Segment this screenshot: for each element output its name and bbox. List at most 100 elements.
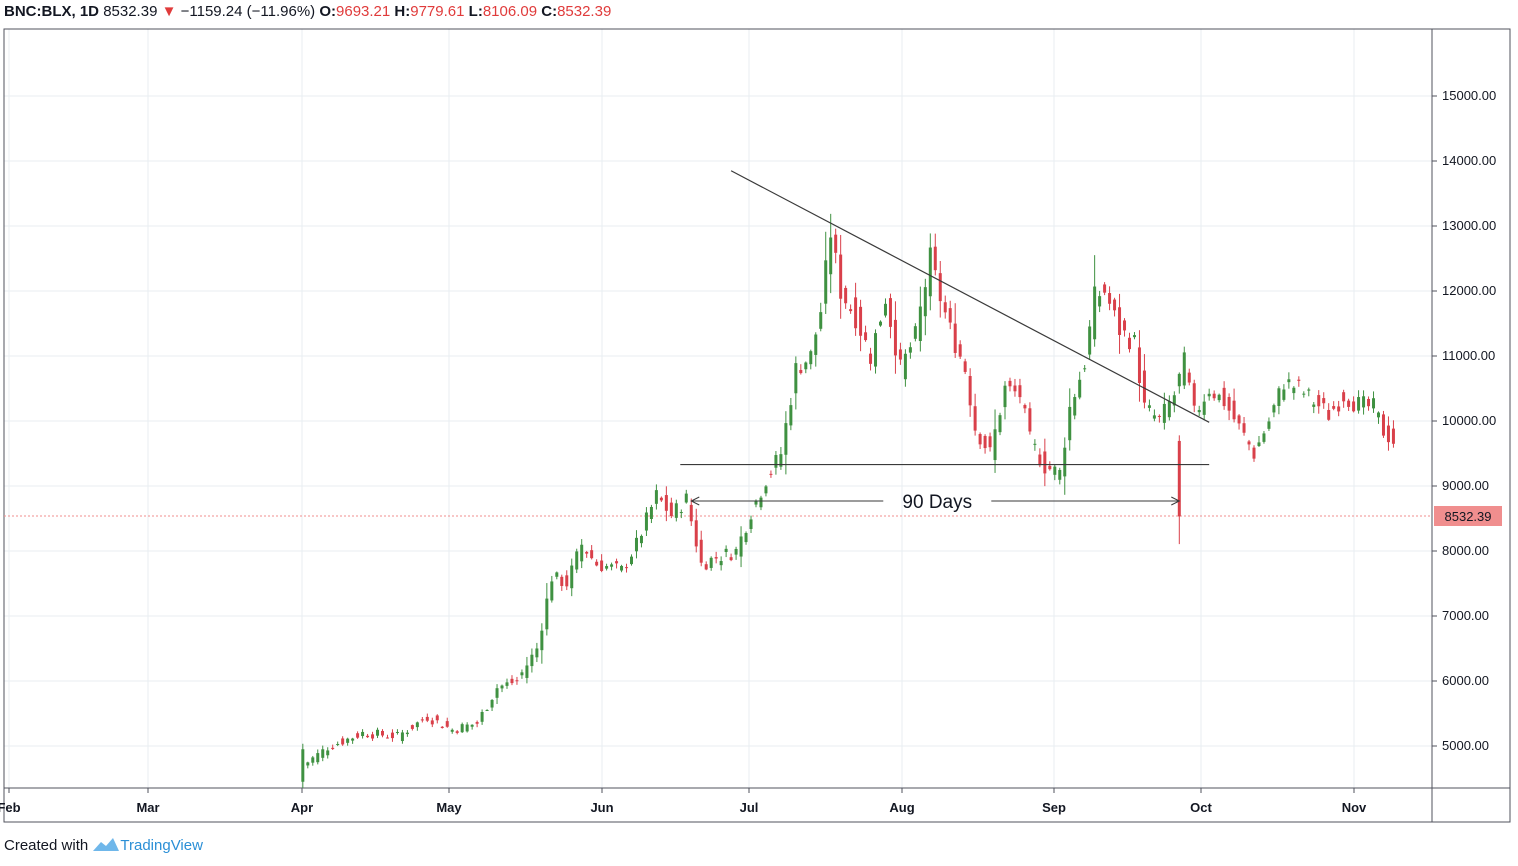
candle-body — [1137, 347, 1141, 384]
candle — [630, 554, 633, 566]
candle — [714, 551, 718, 564]
candle — [1058, 467, 1062, 485]
candle — [968, 368, 972, 417]
candle — [898, 342, 902, 365]
candle-body — [570, 565, 574, 589]
candle — [654, 484, 658, 510]
time-tick-label: Nov — [1342, 800, 1367, 815]
candle-body — [1073, 397, 1077, 416]
candle — [430, 717, 434, 728]
candle — [774, 451, 778, 475]
candle-body — [435, 715, 439, 721]
candle-body — [590, 550, 594, 559]
resistance-trendline — [730, 170, 1210, 423]
candle — [580, 539, 584, 569]
candle — [639, 534, 643, 548]
candle — [450, 728, 454, 734]
candle-body — [445, 721, 449, 727]
candle — [1088, 320, 1092, 360]
candle-body — [520, 672, 524, 676]
candle-body — [834, 234, 838, 253]
candle-body — [1367, 398, 1371, 407]
candle — [1023, 403, 1027, 414]
candle-body — [1152, 415, 1156, 419]
time-tick-label: Jun — [590, 800, 613, 815]
candle — [311, 755, 315, 766]
candle — [1267, 417, 1271, 431]
candle-body — [1013, 385, 1017, 392]
candle — [679, 509, 683, 519]
candle-body — [316, 753, 320, 763]
candle-body — [1352, 401, 1356, 412]
candle-body — [1157, 415, 1161, 418]
candle-body — [928, 247, 932, 297]
candle — [366, 733, 370, 738]
price-change: −1159.24 (−11.96%) — [180, 3, 316, 20]
price-tick-label: 8000.00 — [1442, 543, 1489, 558]
candle — [734, 546, 738, 560]
candle-body — [560, 576, 564, 586]
candle — [1197, 405, 1201, 417]
candle-body — [1023, 405, 1027, 409]
candle-body — [893, 319, 897, 356]
candle-body — [1028, 408, 1032, 432]
candle-body — [540, 630, 544, 651]
candle-body — [769, 473, 773, 475]
candle-body — [1008, 380, 1012, 387]
candle-body — [953, 323, 957, 353]
candle-body — [1033, 443, 1037, 445]
candle — [1013, 378, 1017, 397]
candle-body — [465, 724, 469, 732]
candle — [694, 508, 698, 553]
candle-body — [1282, 389, 1286, 400]
candle-body — [1217, 394, 1221, 401]
candle-body — [620, 565, 624, 571]
candle — [1083, 364, 1087, 373]
price-tick-label: 12000.00 — [1442, 283, 1496, 298]
symbol-label: BNC:BLX, 1D — [4, 3, 100, 20]
candle-body — [1083, 368, 1087, 370]
candle-body — [849, 309, 853, 312]
candle-body — [390, 732, 394, 739]
close-value: 8532.39 — [557, 3, 612, 20]
candle-body — [341, 738, 345, 745]
candle — [669, 497, 673, 519]
candle — [744, 531, 748, 545]
candle-body — [1332, 406, 1336, 409]
price-tick-label: 13000.00 — [1442, 218, 1496, 233]
candle-body — [774, 455, 778, 468]
candle-body — [714, 557, 718, 559]
candle-body — [505, 682, 509, 686]
candle — [1177, 372, 1181, 394]
candle-body — [943, 302, 947, 313]
candle — [879, 320, 882, 327]
candle-body — [1202, 401, 1206, 415]
candle-body — [869, 353, 873, 364]
candle-body — [1098, 296, 1102, 307]
candle-body — [879, 321, 882, 326]
candle-body — [515, 680, 519, 682]
candle-body — [634, 537, 638, 552]
candle — [1028, 402, 1032, 435]
candle-body — [644, 512, 648, 531]
candle-body — [405, 732, 409, 735]
candle — [634, 530, 638, 559]
candle — [615, 558, 619, 569]
candle — [739, 526, 743, 568]
candle — [475, 720, 479, 728]
candle-body — [839, 254, 843, 299]
candle-body — [470, 724, 474, 727]
candle — [659, 496, 663, 502]
price-axis: 5000.00 6000.00 7000.00 8000.00 9000.00 10000… — [1432, 88, 1496, 753]
candle-body — [1018, 385, 1022, 398]
candle-body — [1113, 299, 1117, 311]
candle — [1242, 416, 1246, 436]
time-tick-label: Feb — [0, 800, 21, 815]
candle — [515, 676, 519, 685]
candle-body — [326, 750, 330, 756]
candle-body — [1187, 372, 1191, 383]
candlestick-series — [301, 213, 1395, 788]
candle-body — [615, 561, 619, 564]
candle — [923, 278, 927, 336]
